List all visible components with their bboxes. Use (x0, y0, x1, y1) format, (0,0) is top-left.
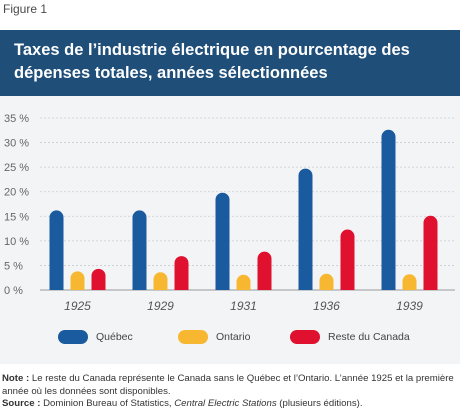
bar-qu-bec-1931 (215, 192, 230, 290)
note-text: Le reste du Canada représente le Canada … (2, 373, 454, 397)
legend-swatch-ontario (178, 330, 208, 344)
y-tick-label: 35 % (4, 113, 29, 125)
legend-item-quebec: Québec (58, 330, 133, 344)
x-tick-label: 1939 (396, 299, 423, 313)
x-tick-label: 1931 (230, 299, 257, 313)
legend-label-reste: Reste du Canada (328, 331, 410, 343)
y-tick-label: 20 % (4, 187, 29, 199)
note-line: Note : Le reste du Canada représente le … (2, 373, 458, 398)
source-text-after: (plusieurs éditions). (279, 398, 363, 409)
bar-qu-bec-1936 (298, 168, 313, 290)
x-tick-label: 1925 (64, 299, 91, 313)
y-tick-label: 30 % (4, 138, 29, 150)
bar-qu-bec-1925 (49, 210, 64, 290)
figure-label: Figure 1 (3, 2, 48, 16)
bar-qu-bec-1929 (132, 210, 147, 290)
legend: Québec Ontario Reste du Canada (0, 330, 460, 352)
bar-reste-du-canada-1925 (91, 268, 106, 290)
bar-reste-du-canada-1936 (340, 229, 355, 290)
source-title: Central Electric Stations (174, 398, 277, 409)
bar-chart: 0 % 5 % 10 % 15 % 20 % 25 % 30 % 35 % 1925 1929 19… (4, 113, 455, 313)
legend-label-ontario: Ontario (216, 331, 251, 343)
bar-ontario-1925 (70, 271, 85, 290)
source-line: Source : Dominion Bureau of Statistics, … (2, 398, 458, 411)
y-tick-label: 0 % (4, 285, 23, 297)
bar-ontario-1931 (236, 274, 251, 290)
bar-qu-bec-1939 (381, 129, 396, 290)
source-label: Source : (2, 398, 41, 409)
bar-reste-du-canada-1929 (174, 256, 189, 290)
note-label: Note : (2, 373, 30, 384)
x-tick-label: 1929 (147, 299, 174, 313)
legend-swatch-reste (290, 330, 320, 344)
footnotes: Note : Le reste du Canada représente le … (2, 373, 458, 411)
bar-ontario-1929 (153, 272, 168, 290)
chart-title: Taxes de l’industrie électrique en pourc… (14, 41, 410, 82)
legend-item-reste: Reste du Canada (290, 330, 410, 344)
y-tick-label: 15 % (4, 211, 29, 223)
source-text: Dominion Bureau of Statistics, (43, 398, 172, 409)
bar-ontario-1936 (319, 273, 334, 290)
legend-item-ontario: Ontario (178, 330, 250, 344)
bar-ontario-1939 (402, 274, 417, 290)
y-tick-label: 10 % (4, 236, 29, 248)
chart-title-banner: Taxes de l’industrie électrique en pourc… (0, 30, 460, 96)
bar-reste-du-canada-1939 (423, 215, 438, 290)
bar-reste-du-canada-1931 (257, 251, 272, 290)
y-tick-label: 5 % (4, 260, 23, 272)
legend-swatch-quebec (58, 330, 88, 344)
y-tick-label: 25 % (4, 162, 29, 174)
x-tick-label: 1936 (313, 299, 340, 313)
legend-label-quebec: Québec (96, 331, 133, 343)
